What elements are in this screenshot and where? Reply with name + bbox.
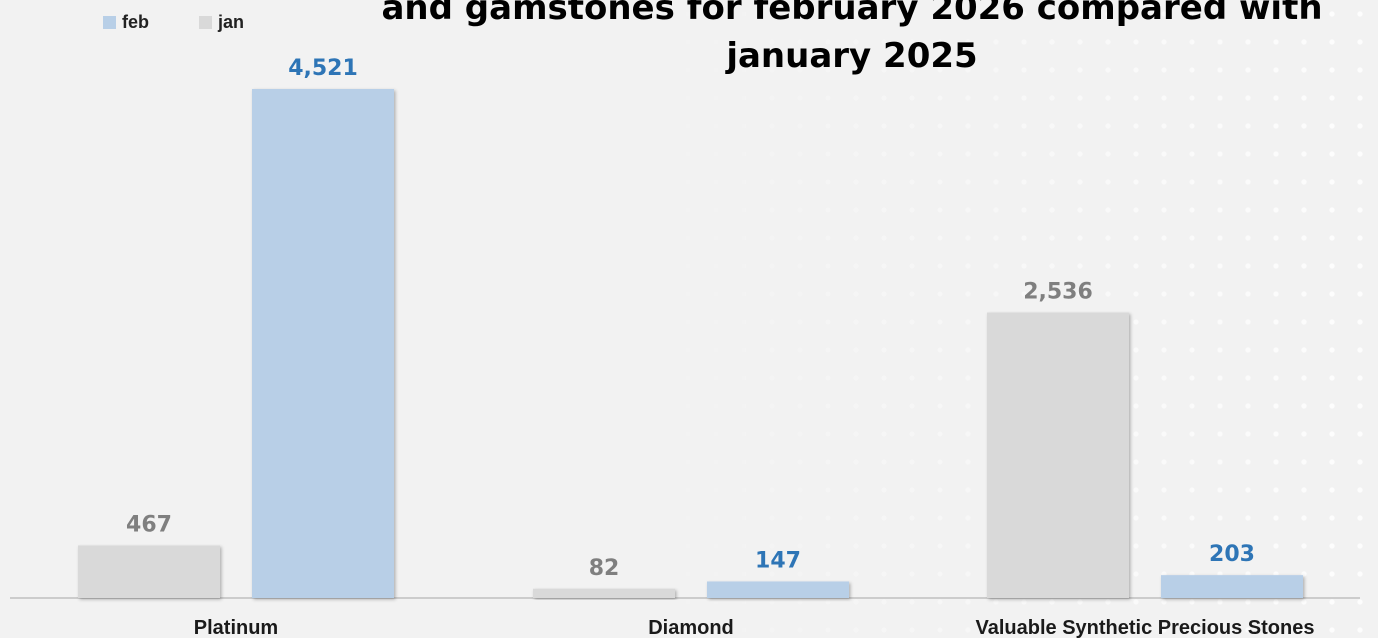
data-label-feb-0: 4,521 [288,56,358,81]
legend-swatch-feb [103,16,116,29]
chart-title: and gamstones for february 2026 compared… [326,0,1378,80]
chart-title-line-2: january 2025 [726,36,978,76]
data-label-jan-2: 2,536 [1023,279,1093,304]
legend-item-jan: jan [199,12,244,33]
chart-title-line-1: and gamstones for february 2026 compared… [381,0,1323,28]
data-label-jan-0: 467 [126,512,172,537]
category-label-0: Platinum [194,617,278,638]
data-label-jan-1: 82 [589,556,620,581]
bar-jan-1 [533,588,675,598]
legend-item-feb: feb [103,12,149,33]
category-label-1: Diamond [648,617,734,638]
legend-label-jan: jan [218,12,245,32]
bar-jan-2 [987,312,1129,598]
legend-swatch-jan [199,16,212,29]
bar-feb-0 [252,89,394,598]
data-label-feb-1: 147 [755,548,801,573]
bar-jan-0 [78,545,220,598]
bar-feb-1 [707,581,849,598]
data-label-feb-2: 203 [1209,542,1255,567]
bar-feb-2 [1161,575,1303,598]
legend-label-feb: feb [122,12,149,32]
chart-legend: feb jan [103,12,244,33]
category-label-2: Valuable Synthetic Precious Stones [975,617,1314,638]
